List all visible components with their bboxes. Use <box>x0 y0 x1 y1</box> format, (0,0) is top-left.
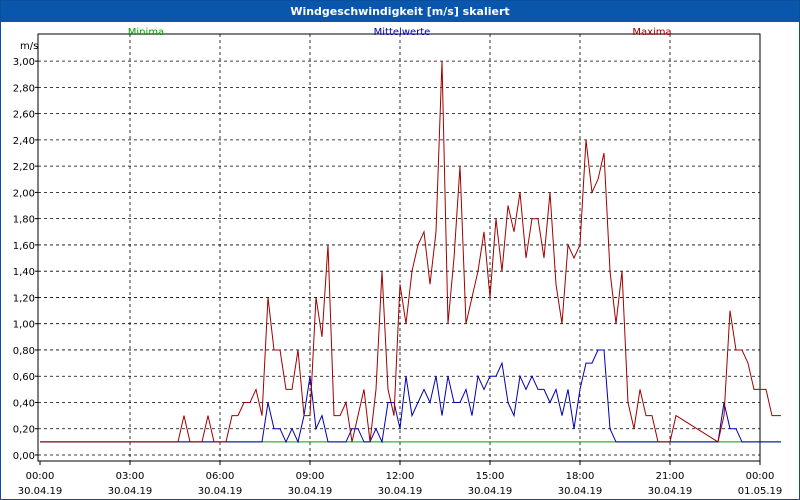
x-tick-date: 30.04.19 <box>198 486 243 497</box>
y-tick-label: 1,20 <box>13 293 35 304</box>
y-axis: 0,00 0,20 0,40 0,60 0,80 1,00 1,20 1,40 1,60 1,80… <box>13 57 38 462</box>
y-tick-label: 1,80 <box>13 215 35 226</box>
legend-mittelwerte: Mittelwerte <box>374 27 431 38</box>
x-tick-date: 30.04.19 <box>18 486 63 497</box>
x-tick-date: 30.04.19 <box>558 486 603 497</box>
y-tick-label: 1,00 <box>13 320 35 331</box>
x-tick-time: 12:00 <box>386 471 415 482</box>
series-mittelwerte <box>40 349 781 444</box>
grid <box>38 34 760 461</box>
y-tick-label: 2,20 <box>13 162 35 173</box>
y-tick-label: 1,60 <box>13 241 35 252</box>
y-tick-label: 2,00 <box>13 188 35 199</box>
x-tick-date: 30.04.19 <box>288 486 333 497</box>
x-tick-time: 18:00 <box>566 471 595 482</box>
x-tick-date: 30.04.19 <box>108 486 153 497</box>
x-tick-time: 00:00 <box>26 471 55 482</box>
window-title: Windgeschwindigkeit [m/s] skaliert <box>1 1 799 22</box>
x-tick-time: 00:00 <box>746 471 775 482</box>
x-tick-date: 30.04.19 <box>378 486 423 497</box>
y-tick-label: 3,00 <box>13 57 35 68</box>
y-tick-label: 0,00 <box>13 451 35 462</box>
x-tick-time: 09:00 <box>296 471 325 482</box>
y-tick-label: 0,40 <box>13 398 35 409</box>
x-tick-date: 01.05.19 <box>738 486 783 497</box>
legend-maxima: Maxima <box>632 27 671 38</box>
y-tick-label: 0,20 <box>13 425 35 436</box>
x-tick-time: 21:00 <box>656 471 685 482</box>
plot-frame <box>37 33 761 462</box>
y-tick-label: 2,40 <box>13 136 35 147</box>
y-tick-label: 0,80 <box>13 346 35 357</box>
x-axis: 00:00 30.04.19 03:00 30.04.19 06:00 30.04.19 0… <box>18 461 783 497</box>
y-tick-label: 2,60 <box>13 110 35 121</box>
x-tick-date: 30.04.19 <box>468 486 513 497</box>
x-tick-time: 03:00 <box>116 471 145 482</box>
x-tick-time: 06:00 <box>206 471 235 482</box>
y-tick-label: 0,60 <box>13 372 35 383</box>
y-tick-label: 2,80 <box>13 83 35 94</box>
y-tick-label: 1,40 <box>13 267 35 278</box>
x-tick-date: 30.04.19 <box>648 486 693 497</box>
legend-minima: Minima <box>128 27 164 38</box>
x-tick-time: 15:00 <box>476 471 505 482</box>
y-axis-label: m/s <box>20 41 38 52</box>
series-lines <box>40 61 781 444</box>
series-maxima <box>40 61 781 443</box>
